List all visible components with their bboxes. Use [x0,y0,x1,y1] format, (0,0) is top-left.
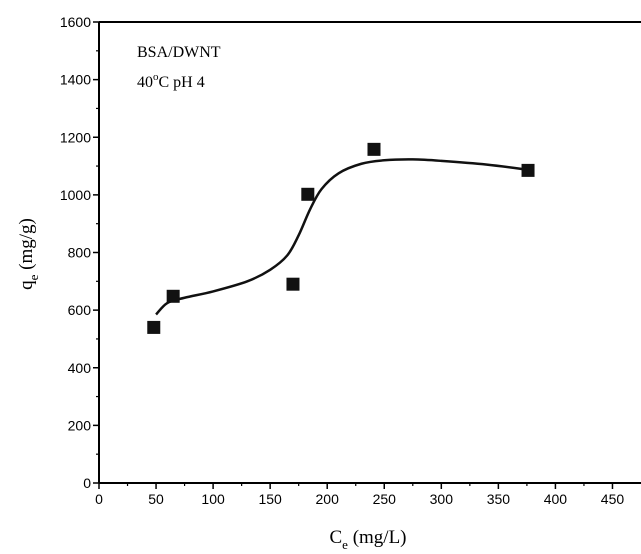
axes-layer [98,21,641,484]
x-tick-label: 0 [95,491,103,507]
data-point [301,187,315,201]
data-points-layer [147,142,535,334]
y-tick-label: 800 [68,245,92,261]
annotation-line-2: 40oC pH 4 [137,71,205,91]
y-tick-label: 1000 [60,187,91,203]
x-tick-label: 400 [544,491,568,507]
data-point [286,277,300,291]
data-point [147,320,161,334]
x-tick-label: 250 [373,491,397,507]
y-tick-label: 1200 [60,129,91,145]
x-tick-label: 300 [430,491,454,507]
x-tick-label: 100 [201,491,225,507]
y-tick-label: 1600 [60,14,91,30]
data-point [521,163,535,177]
y-axis-title: qe (mg/g) [16,218,41,290]
x-tick-label: 200 [316,491,340,507]
annotation-line-1: BSA/DWNT [137,44,221,61]
y-tick-label: 1400 [60,72,91,88]
y-tick-label: 400 [68,360,92,376]
data-point [367,142,381,156]
data-point [166,289,180,303]
y-tick-label: 600 [68,302,92,318]
x-tick-label: 450 [601,491,625,507]
x-tick-label: 50 [148,491,164,507]
y-tick-label: 0 [83,475,91,491]
x-tick-label: 150 [258,491,282,507]
ticks-layer: 0 50 100 150 200 250 300 350 400 450 0 200 400 600 800… [60,14,625,507]
fit-curve [155,158,529,316]
fit-curve-layer [155,158,529,316]
x-tick-label: 350 [487,491,511,507]
x-axis-title: Ce (mg/L) [329,527,406,552]
y-tick-label: 200 [68,417,92,433]
